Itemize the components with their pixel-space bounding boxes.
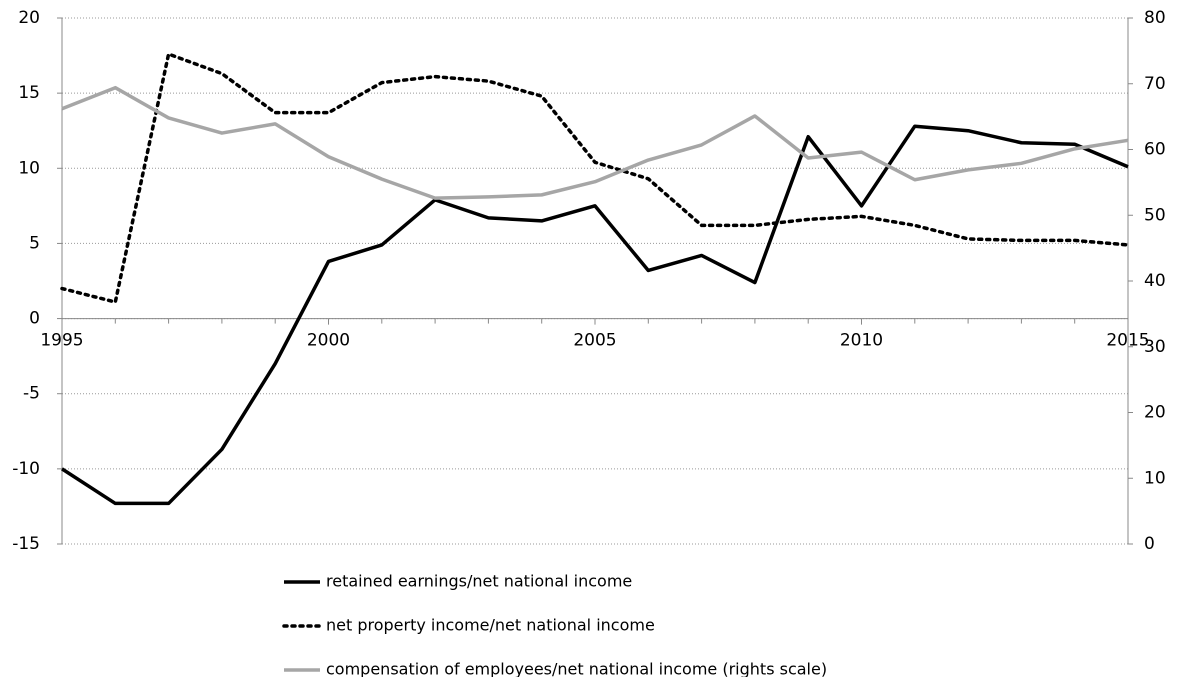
y-tick-label: 0 — [29, 309, 40, 329]
y-tick-label: 20 — [18, 8, 40, 28]
y2-tick-label: 60 — [1144, 140, 1166, 160]
series-line — [60, 52, 1130, 304]
y-tick-label: 10 — [18, 158, 40, 178]
y-tick-label: -10 — [12, 459, 40, 479]
legend-label: net property income/net national income — [326, 616, 655, 635]
x-tick-label: 2005 — [573, 331, 616, 351]
y2-tick-label: 10 — [1144, 468, 1166, 488]
y-tick-label: -15 — [12, 534, 40, 554]
x-tick-label: 1995 — [40, 331, 83, 351]
y-tick-label: -5 — [23, 384, 40, 404]
y2-tick-label: 50 — [1144, 205, 1166, 225]
legend-label: retained earnings/net national income — [326, 572, 632, 591]
y2-tick-label: 30 — [1144, 337, 1166, 357]
legend-label: compensation of employees/net national i… — [326, 660, 827, 677]
legend: retained earnings/net national income net… — [282, 572, 827, 677]
x-tick-label: 2000 — [307, 331, 350, 351]
series-line — [61, 85, 1129, 200]
y-tick-label: 15 — [18, 83, 40, 103]
y2-tick-label: 0 — [1144, 534, 1155, 554]
y2-tick-label: 70 — [1144, 74, 1166, 94]
x-tick-label: 2010 — [840, 331, 883, 351]
y-tick-label: 5 — [29, 233, 40, 253]
x-tick-label: 2015 — [1106, 331, 1149, 351]
y2-tick-label: 40 — [1144, 271, 1166, 291]
y2-tick-label: 20 — [1144, 403, 1166, 423]
y2-tick-label: 80 — [1144, 8, 1166, 28]
series-line — [61, 124, 1129, 506]
